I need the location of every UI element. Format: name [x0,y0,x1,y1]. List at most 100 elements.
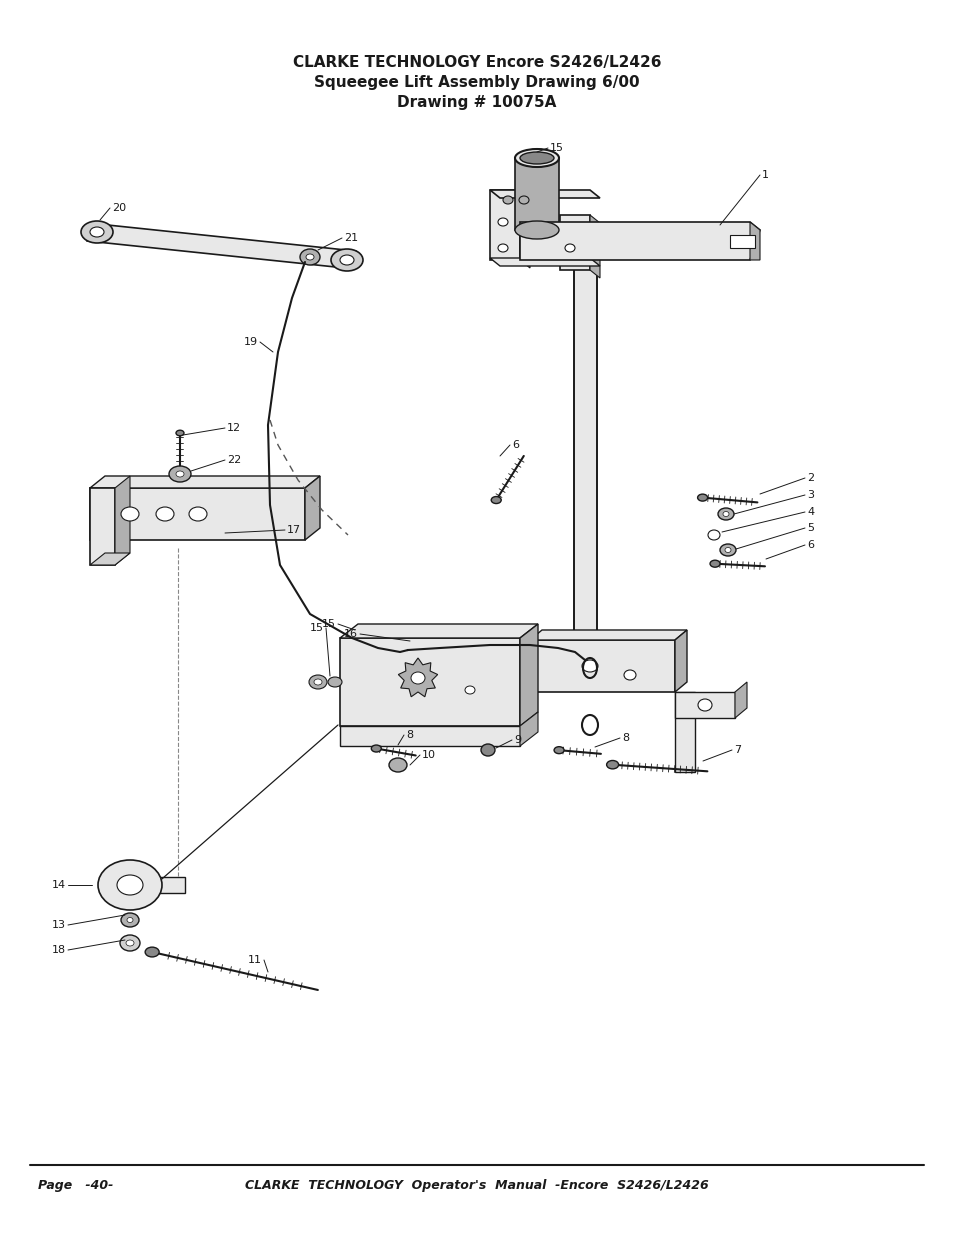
Ellipse shape [389,758,407,772]
Text: 15: 15 [310,622,324,634]
Polygon shape [490,190,519,261]
Ellipse shape [98,860,162,910]
Text: 19: 19 [244,337,257,347]
Polygon shape [675,692,734,718]
Ellipse shape [606,761,618,769]
Text: 10: 10 [421,750,436,760]
Polygon shape [90,475,319,488]
Text: 15: 15 [550,143,563,153]
Ellipse shape [121,913,139,927]
Ellipse shape [169,466,191,482]
Text: 2: 2 [806,473,813,483]
Text: 12: 12 [227,424,241,433]
Ellipse shape [81,221,112,243]
Ellipse shape [518,196,529,204]
Text: 11: 11 [248,955,262,965]
Text: 6: 6 [512,440,518,450]
Polygon shape [87,224,355,269]
Polygon shape [115,475,130,564]
Polygon shape [305,475,319,540]
Ellipse shape [175,471,184,477]
Ellipse shape [90,227,104,237]
Polygon shape [519,713,537,746]
Polygon shape [749,222,760,261]
Ellipse shape [314,679,322,685]
Text: 3: 3 [806,490,813,500]
Text: 1: 1 [761,170,768,180]
Ellipse shape [515,221,558,240]
Polygon shape [339,624,537,638]
Polygon shape [675,692,695,772]
Text: 8: 8 [621,734,628,743]
Text: CLARKE TECHNOLOGY Encore S2426/L2426: CLARKE TECHNOLOGY Encore S2426/L2426 [293,54,660,69]
Ellipse shape [156,508,173,521]
Ellipse shape [519,152,554,164]
Polygon shape [398,658,437,697]
Polygon shape [530,630,686,640]
Polygon shape [559,215,589,270]
Ellipse shape [175,430,184,436]
Text: CLARKE  TECHNOLOGY  Operator's  Manual  -Encore  S2426/L2426: CLARKE TECHNOLOGY Operator's Manual -Enc… [245,1178,708,1192]
Ellipse shape [554,747,563,753]
Polygon shape [574,258,597,668]
Text: 15: 15 [322,619,335,629]
Ellipse shape [718,508,733,520]
Ellipse shape [126,940,133,946]
Text: 17: 17 [287,525,301,535]
Ellipse shape [189,508,207,521]
Text: 8: 8 [406,730,413,740]
Ellipse shape [564,245,575,252]
Ellipse shape [697,494,707,501]
Text: 6: 6 [806,540,813,550]
Polygon shape [90,553,130,564]
Polygon shape [90,488,305,540]
Polygon shape [490,190,599,198]
Polygon shape [519,624,537,726]
Text: 21: 21 [344,233,357,243]
Text: 13: 13 [52,920,66,930]
Polygon shape [729,235,754,248]
Text: 7: 7 [733,745,740,755]
Text: Drawing # 10075A: Drawing # 10075A [396,95,557,110]
Polygon shape [515,158,558,230]
Ellipse shape [331,249,363,270]
Text: 4: 4 [806,508,813,517]
Text: 5: 5 [806,522,813,534]
Ellipse shape [707,530,720,540]
Ellipse shape [309,676,327,689]
Ellipse shape [480,743,495,756]
Polygon shape [490,258,599,266]
Text: 9: 9 [514,735,520,745]
Polygon shape [530,640,675,692]
Polygon shape [519,222,760,261]
Ellipse shape [120,935,140,951]
Text: Page   -40-: Page -40- [38,1178,113,1192]
Polygon shape [339,638,519,726]
Ellipse shape [339,254,354,266]
Ellipse shape [306,254,314,261]
Ellipse shape [491,496,500,504]
Ellipse shape [722,511,728,516]
Ellipse shape [720,543,735,556]
Polygon shape [589,215,599,278]
Ellipse shape [299,249,319,266]
Polygon shape [675,630,686,692]
Ellipse shape [724,547,730,552]
Ellipse shape [581,659,598,672]
Polygon shape [130,877,185,893]
Text: 18: 18 [51,945,66,955]
Text: 22: 22 [227,454,241,466]
Ellipse shape [515,149,558,167]
Text: 14: 14 [51,881,66,890]
Ellipse shape [623,671,636,680]
Ellipse shape [371,745,381,752]
Ellipse shape [502,196,513,204]
Ellipse shape [709,561,720,567]
Ellipse shape [464,685,475,694]
Polygon shape [90,488,115,564]
Polygon shape [734,682,746,718]
Polygon shape [519,190,530,268]
Text: 16: 16 [344,629,357,638]
Text: 20: 20 [112,203,126,212]
Ellipse shape [127,918,132,923]
